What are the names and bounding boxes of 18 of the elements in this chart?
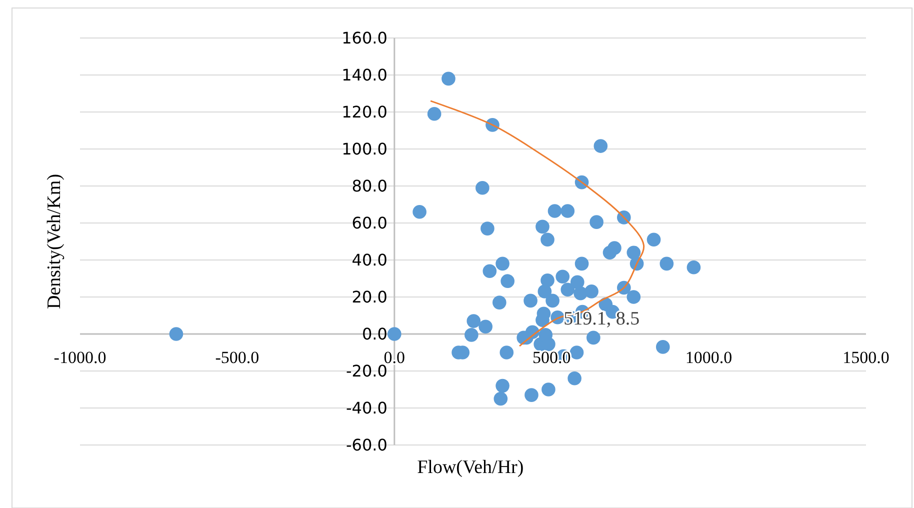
y-tick-label: 140.0 (342, 66, 388, 85)
y-axis-title: Density(Veh/Km) (44, 174, 65, 310)
y-tick-label: 80.0 (352, 176, 388, 196)
x-tick-label: 1500.0 (842, 348, 890, 367)
y-tick-label: 20.0 (352, 288, 388, 307)
x-axis-title: Flow(Veh/Hr) (417, 457, 524, 478)
y-tick-label: 40.0 (352, 250, 388, 270)
y-tick-label: 0.0 (362, 324, 388, 344)
y-tick-label: -60.0 (346, 436, 388, 455)
x-tick-label: 1000.0 (685, 348, 732, 367)
y-tick-label: 60.0 (352, 214, 388, 233)
line-series (430, 100, 645, 347)
y-tick-label: 120.0 (342, 102, 388, 122)
y-tick-label: -40.0 (346, 398, 388, 418)
x-tick-label: -500.0 (215, 348, 260, 367)
x-tick-label: -1000.0 (54, 348, 106, 367)
y-tick-label: 100.0 (342, 140, 388, 159)
y-tick-label: 160.0 (342, 28, 388, 48)
